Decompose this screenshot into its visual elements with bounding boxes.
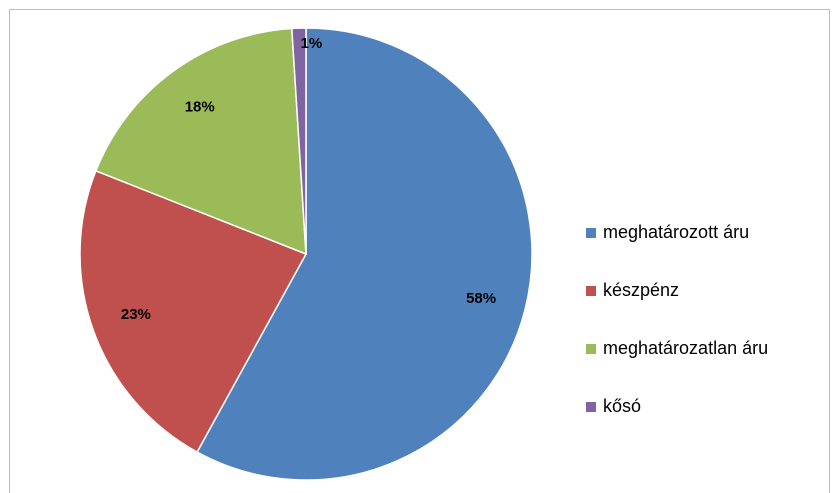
- pie-slice: [94, 27, 307, 256]
- data-label: 58%: [466, 290, 496, 307]
- legend-swatch: [586, 286, 596, 296]
- legend-swatch: [586, 402, 596, 412]
- legend-label: meghatározatlan áru: [603, 338, 768, 358]
- legend-label: meghatározott áru: [603, 222, 749, 242]
- legend-label: kősó: [603, 396, 641, 416]
- pie-slice: [79, 169, 308, 454]
- data-label: 23%: [121, 306, 151, 323]
- pie-slice: [196, 27, 533, 481]
- data-label: 18%: [185, 99, 215, 116]
- data-label: 1%: [301, 35, 323, 52]
- legend-swatch: [586, 228, 596, 238]
- legend-label: készpénz: [603, 280, 679, 300]
- legend-swatch: [586, 344, 596, 354]
- pie-slice: [291, 27, 307, 255]
